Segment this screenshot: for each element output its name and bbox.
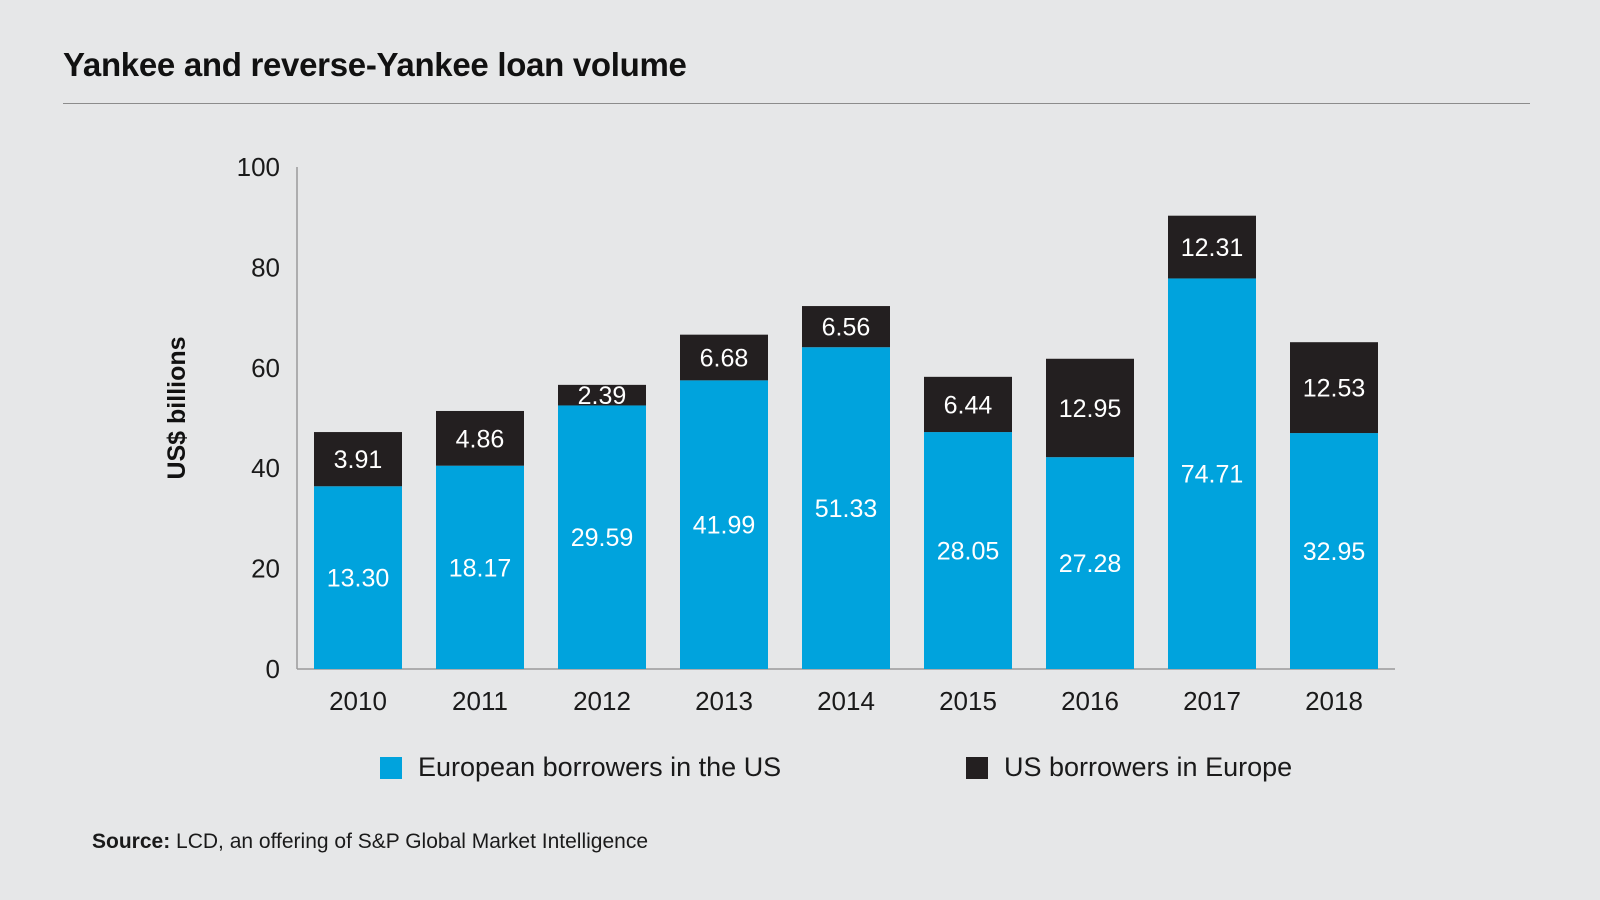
bar-us-2018 — [1290, 342, 1378, 434]
legend-label-us: US borrowers in Europe — [1004, 752, 1293, 782]
bar-european-2016 — [1046, 457, 1134, 669]
bar-us-2015 — [924, 376, 1012, 433]
data-label-european-2016: 27.28 — [1059, 550, 1122, 578]
x-tick-label-2017: 2017 — [1183, 686, 1241, 716]
bar-us-2017 — [1168, 215, 1256, 279]
data-label-us-2012: 2.39 — [578, 382, 627, 410]
bar-european-2010 — [314, 486, 402, 669]
legend-item-european: European borrowers in the US — [380, 752, 781, 783]
legend-swatch-us — [966, 756, 988, 779]
x-tick-label-2011: 2011 — [452, 686, 508, 716]
x-tick-label-2013: 2013 — [695, 686, 753, 716]
bar-european-2012 — [558, 405, 646, 669]
y-tick-label: 60 — [251, 353, 280, 383]
x-tick-label-2014: 2014 — [817, 686, 875, 716]
x-tick-label-2012: 2012 — [573, 686, 631, 716]
legend-swatch-european — [380, 756, 402, 779]
bar-us-2012 — [558, 384, 646, 406]
data-label-us-2013: 6.68 — [700, 345, 749, 373]
bar-european-2011 — [436, 465, 524, 669]
legend-label-european: European borrowers in the US — [418, 752, 782, 782]
y-tick-label: 100 — [237, 152, 280, 182]
data-label-us-2018: 12.53 — [1303, 375, 1366, 403]
data-label-european-2011: 18.17 — [449, 554, 512, 582]
data-label-us-2014: 6.56 — [822, 314, 871, 342]
legend-item-us: US borrowers in Europe — [966, 752, 1292, 783]
source-label: Source: — [92, 830, 171, 853]
y-axis-title: US$ billions — [163, 336, 191, 479]
x-tick-label-2018: 2018 — [1305, 686, 1363, 716]
x-tick-label-2016: 2016 — [1061, 686, 1119, 716]
bar-us-2010 — [314, 432, 402, 487]
y-tick-label: 40 — [251, 453, 280, 483]
bar-us-2016 — [1046, 358, 1134, 458]
data-label-european-2015: 28.05 — [937, 538, 1000, 566]
data-label-european-2014: 51.33 — [815, 495, 878, 523]
bar-european-2017 — [1168, 278, 1256, 669]
bar-european-2013 — [680, 380, 768, 669]
data-label-european-2012: 29.59 — [571, 524, 634, 552]
data-label-european-2013: 41.99 — [693, 512, 756, 540]
title-divider — [63, 103, 1530, 104]
bar-us-2011 — [436, 410, 524, 466]
data-label-us-2017: 12.31 — [1181, 234, 1244, 262]
x-tick-label-2010: 2010 — [329, 686, 387, 716]
bar-us-2014 — [802, 306, 890, 348]
data-label-us-2016: 12.95 — [1059, 395, 1122, 423]
source-text: LCD, an offering of S&P Global Market In… — [170, 830, 649, 853]
data-label-european-2010: 13.30 — [327, 565, 390, 593]
bar-us-2013 — [680, 334, 768, 381]
chart-title: Yankee and reverse-Yankee loan volume — [63, 46, 687, 83]
data-label-european-2018: 32.95 — [1303, 538, 1366, 566]
source-note: Source: LCD, an offering of S&P Global M… — [92, 830, 648, 854]
data-label-european-2017: 74.71 — [1181, 461, 1244, 489]
y-tick-label: 20 — [251, 554, 280, 584]
bar-european-2014 — [802, 347, 890, 669]
bar-european-2015 — [924, 432, 1012, 669]
data-label-us-2010: 3.91 — [334, 446, 383, 474]
x-tick-label-2015: 2015 — [939, 686, 997, 716]
y-tick-label: 0 — [266, 654, 280, 684]
data-label-us-2015: 6.44 — [944, 391, 993, 419]
data-label-us-2011: 4.86 — [456, 425, 505, 453]
y-tick-label: 80 — [251, 252, 280, 282]
bar-european-2018 — [1290, 433, 1378, 669]
